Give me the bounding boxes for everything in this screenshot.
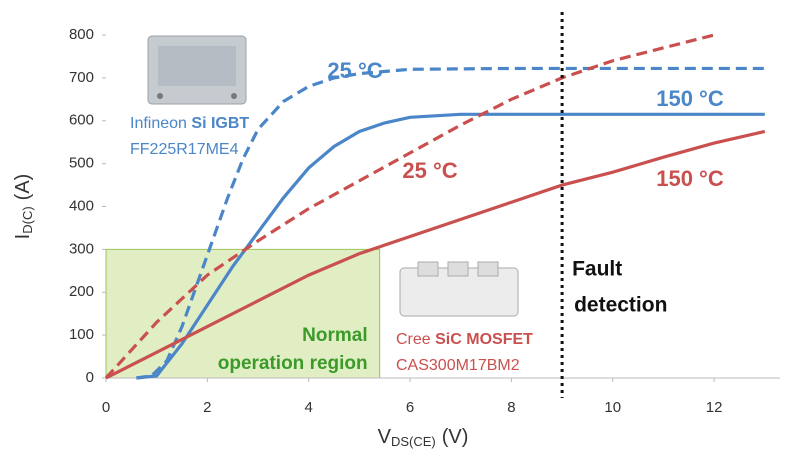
y-tick-label: 100 <box>69 326 94 343</box>
y-label-sub: D(C) <box>20 206 35 233</box>
x-tick-label: 10 <box>604 399 621 416</box>
y-tick-label: 500 <box>69 155 94 172</box>
device-name: Cree SiC MOSFET <box>396 331 533 348</box>
x-label-unit: (V) <box>442 426 469 448</box>
x-tick-label: 4 <box>305 399 313 416</box>
series-line <box>136 112 765 380</box>
igbt-module-image <box>147 35 247 105</box>
series-label: 25 °C <box>402 158 457 183</box>
x-label-main: V <box>378 426 392 448</box>
device-part: FF225R17ME4 <box>130 141 239 158</box>
device-name: Infineon Si IGBT <box>130 115 249 132</box>
device-part: CAS300M17BM2 <box>396 357 520 374</box>
x-tick-label: 12 <box>706 399 723 416</box>
series-line <box>104 33 715 380</box>
x-tick-label: 0 <box>102 399 110 416</box>
y-label-main: I <box>12 234 34 240</box>
y-tick-label: 300 <box>69 240 94 257</box>
y-tick-label: 800 <box>69 26 94 43</box>
device-tech: SiC MOSFET <box>435 331 533 348</box>
x-axis-label: VDS(CE) (V) <box>378 426 469 449</box>
y-axis-label: ID(C) (A) <box>12 174 35 240</box>
y-tick-label: 400 <box>69 197 94 214</box>
x-label-sub: DS(CE) <box>391 434 436 449</box>
series-label: 150 °C <box>656 166 724 191</box>
fault-label: Fault <box>572 258 622 281</box>
normal-region-label: operation region <box>218 353 368 374</box>
normal-region-label: Normal <box>302 325 367 346</box>
y-label-unit: (A) <box>12 174 34 201</box>
mosfet-module-image <box>399 261 519 317</box>
series-line <box>105 129 766 380</box>
fault-label: detection <box>574 294 667 317</box>
series-label: 25 °C <box>327 58 382 83</box>
x-tick-label: 6 <box>406 399 414 416</box>
device-maker: Cree <box>396 331 435 348</box>
y-tick-label: 700 <box>69 69 94 86</box>
y-tick-label: 600 <box>69 112 94 129</box>
y-tick-label: 0 <box>86 369 94 386</box>
x-tick-label: 8 <box>507 399 515 416</box>
series-label: 150 °C <box>656 86 724 111</box>
x-tick-label: 2 <box>203 399 211 416</box>
device-maker: Infineon <box>130 115 191 132</box>
y-tick-label: 200 <box>69 283 94 300</box>
device-tech: Si IGBT <box>191 115 249 132</box>
